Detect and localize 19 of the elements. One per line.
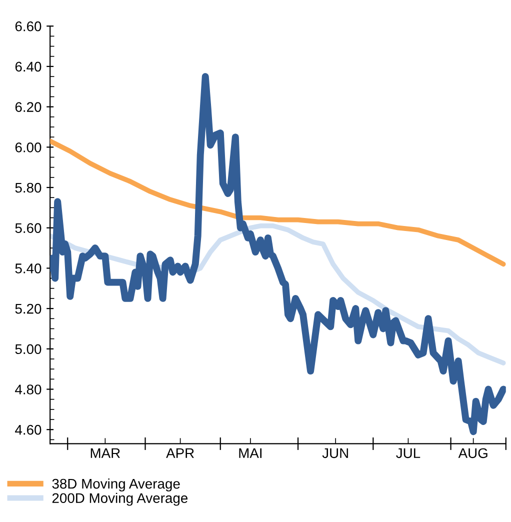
x-tick-label: AUG: [458, 448, 488, 458]
y-tick-label: 5.80: [15, 182, 42, 193]
x-tick-label: MAI: [239, 448, 262, 458]
y-tick-label: 4.60: [15, 424, 42, 435]
y-tick-label: 6.00: [15, 142, 42, 152]
y-tick-label: 5.20: [15, 304, 42, 314]
y-tick-label: 6.60: [15, 21, 42, 32]
y-tick-label: 5.40: [15, 264, 42, 274]
x-tick-label: JUL: [396, 448, 420, 458]
x-tick-label: MAR: [90, 448, 120, 458]
y-tick-label: 6.20: [15, 102, 42, 112]
y-tick-label: 5.00: [15, 344, 42, 354]
x-tick-label: APR: [166, 448, 194, 458]
legend-label: 38D Moving Average: [52, 478, 180, 492]
y-tick-label: 6.40: [15, 62, 42, 72]
legend-label: 200D Moving Average: [52, 492, 188, 506]
y-tick-label: 5.60: [15, 223, 42, 234]
y-tick-label: 4.80: [15, 384, 42, 394]
x-tick-label: JUN: [322, 448, 348, 458]
